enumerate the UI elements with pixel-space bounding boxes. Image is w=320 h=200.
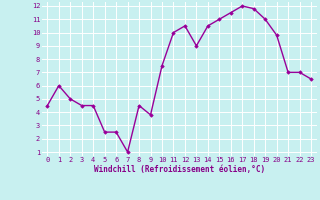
X-axis label: Windchill (Refroidissement éolien,°C): Windchill (Refroidissement éolien,°C) <box>94 165 265 174</box>
